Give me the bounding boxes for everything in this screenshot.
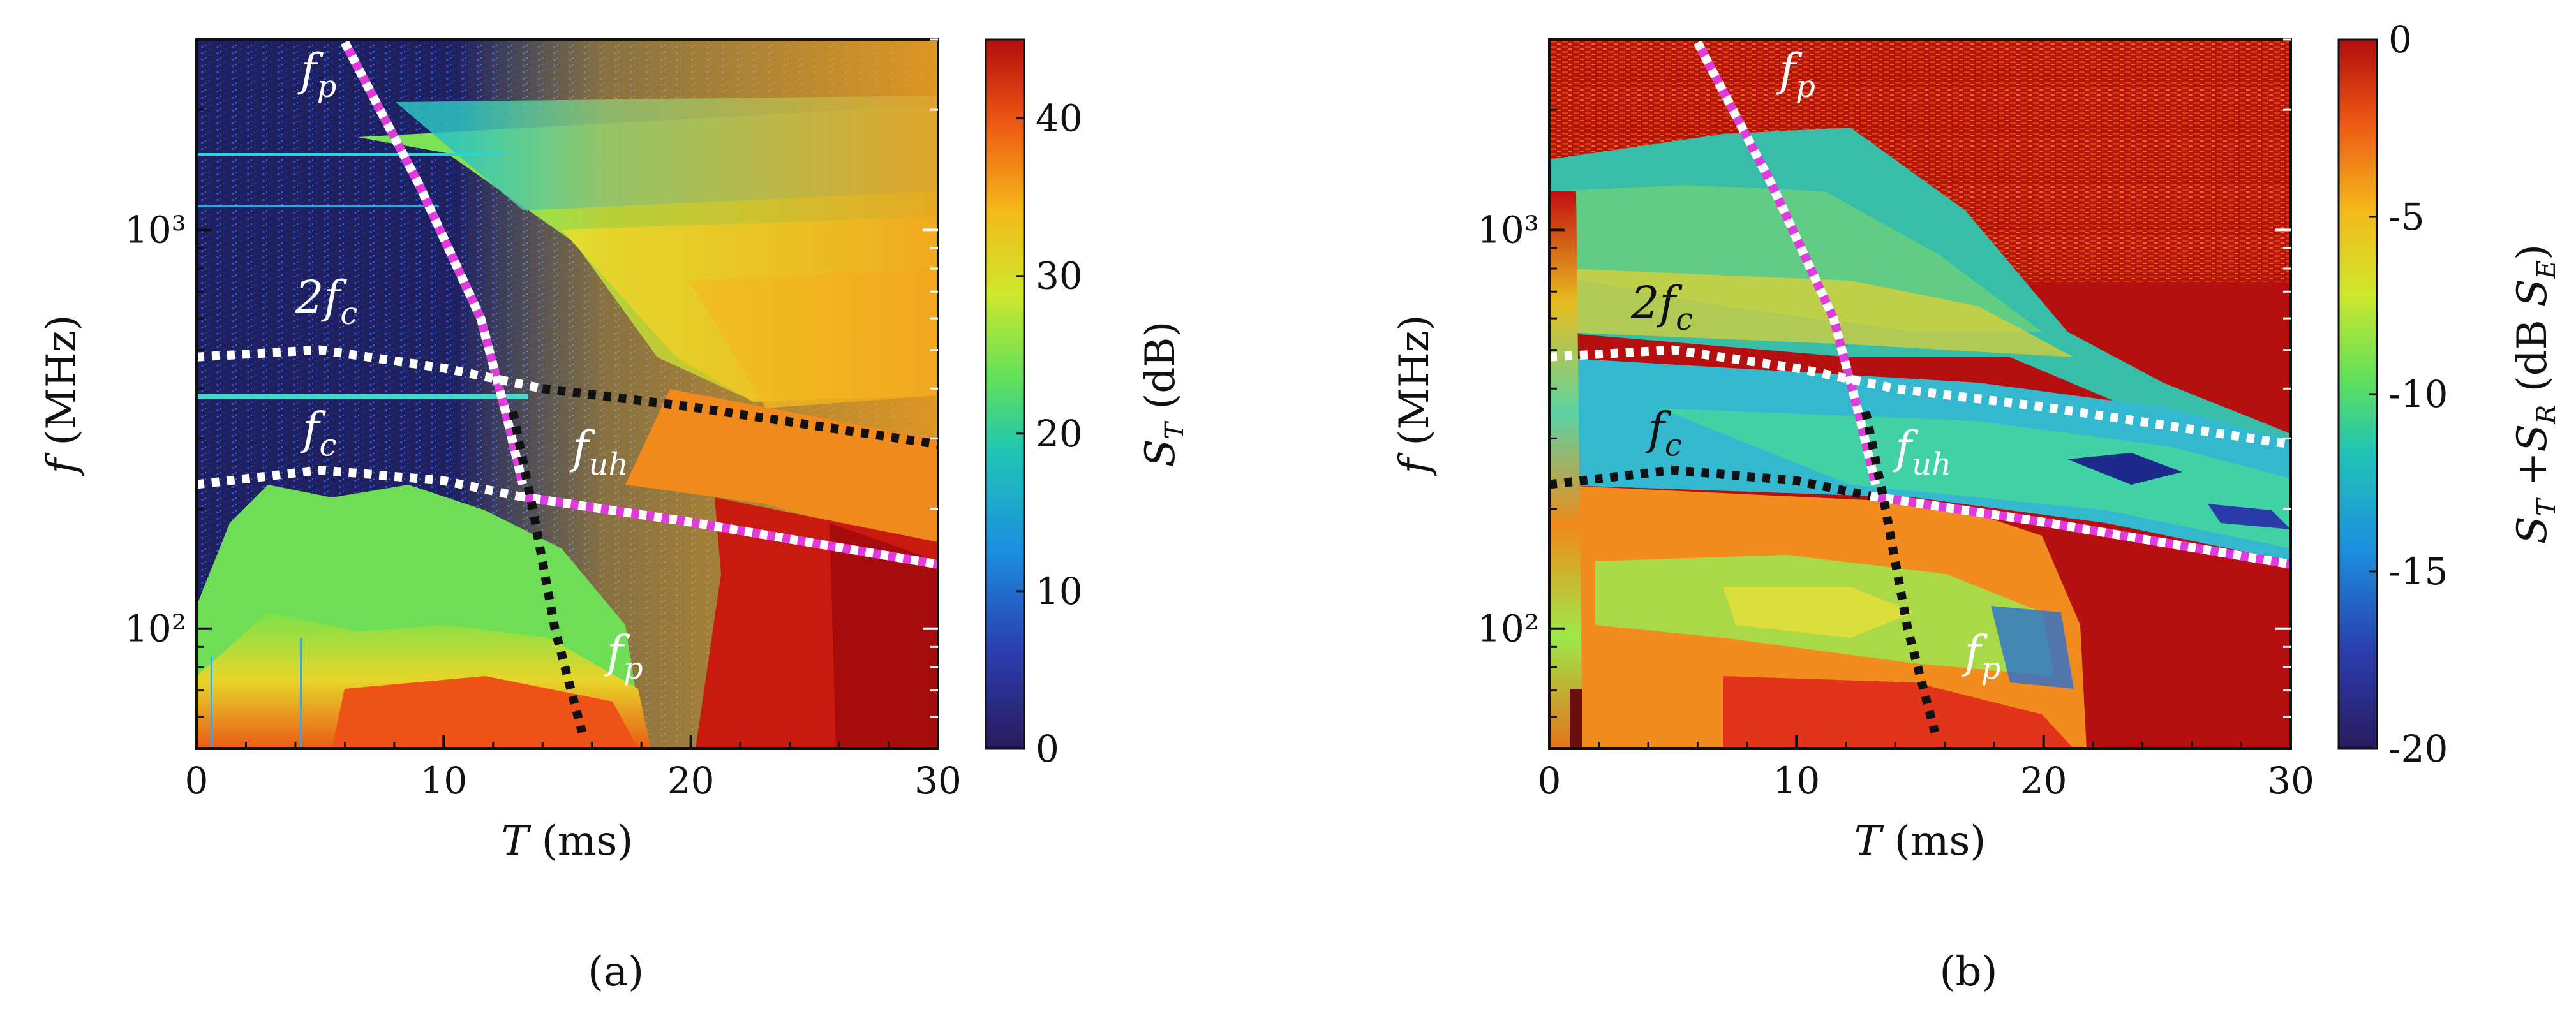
curve-f-p-magenta--white-dots xyxy=(1694,40,1880,486)
x-tick-label: 10 xyxy=(420,759,467,802)
curve-f-c xyxy=(1549,465,1872,501)
y-axis-label-b: f (MHz) xyxy=(1391,314,1438,476)
curve-f-p-magenta--white-dots xyxy=(341,40,528,486)
annotation-2f-c: 2fc xyxy=(1630,277,1693,337)
colorbar-tick-label: 0 xyxy=(2388,18,2412,61)
curve-f-c xyxy=(197,465,519,501)
colorbar-tick-label: -10 xyxy=(2388,372,2448,416)
caption-a: (a) xyxy=(588,948,644,996)
curve-2f-c-continuation xyxy=(542,384,938,449)
colorbar-gradient-a xyxy=(985,38,1025,750)
y-axis-label-a: f (MHz) xyxy=(38,314,86,476)
curve-2f-c xyxy=(197,345,544,394)
colorbar-tick-label: 10 xyxy=(1036,570,1083,613)
heatmap-b xyxy=(1549,40,2291,749)
x-tick-label: 0 xyxy=(1538,759,1561,802)
y-tick-label: 10² xyxy=(1477,607,1539,651)
curve-2f-c xyxy=(1549,345,2291,449)
colorbar-b: -20 -15 -10 -5 0 ST +SR (dB SE) xyxy=(2337,18,2561,770)
x-tick-label: 0 xyxy=(185,759,209,802)
x-tick-label: 10 xyxy=(1773,759,1820,802)
curves-a xyxy=(197,40,938,733)
colorbar-a: 0 10 20 30 40 ST (dB) xyxy=(985,38,1189,770)
x-tick-label: 20 xyxy=(667,759,715,802)
x-axis-label-b: T (ms) xyxy=(1854,818,1986,865)
colorbar-tick-label: -20 xyxy=(2388,727,2448,770)
colorbar-tick-label: 0 xyxy=(1036,727,1059,770)
curve-f-p-black- xyxy=(508,411,586,733)
colorbar-tick-label: -5 xyxy=(2388,195,2425,239)
caption-b: (b) xyxy=(1940,948,1998,996)
curves-b xyxy=(1549,40,2291,733)
curve-f-uh-white-dots xyxy=(517,491,938,569)
x-axis-label-a: T (ms) xyxy=(502,818,634,865)
plot-frame-a xyxy=(195,38,939,750)
x-tick-label: 20 xyxy=(2020,759,2067,802)
colorbar-tick-label: 20 xyxy=(1036,412,1083,455)
plot-frame-b xyxy=(1548,38,2292,750)
x-tick-label: 30 xyxy=(2267,759,2314,802)
y-axis-b: 10² 10³ xyxy=(1477,38,2291,718)
colorbar-label-b: ST +SR (dB SE) xyxy=(2509,244,2561,544)
curve-f-p-black- xyxy=(1861,411,1939,733)
y-tick-label: 10² xyxy=(124,607,186,651)
y-axis-a: 10² 10³ xyxy=(124,38,938,718)
curve-f-uh-white-dots xyxy=(1870,491,2291,569)
annotation-2f-c: 2fc xyxy=(295,271,357,332)
y-tick-label: 10³ xyxy=(1477,208,1539,251)
x-axis-b: 0 10 20 30 xyxy=(1538,735,2314,802)
x-tick-label: 30 xyxy=(914,759,962,802)
annotation-f-c: fc xyxy=(300,403,337,464)
annotation-f-uh: fuh xyxy=(1892,422,1951,482)
x-axis-a: 0 10 20 30 xyxy=(185,735,962,802)
colorbar-tick-label: 30 xyxy=(1036,254,1083,298)
y-tick-label: 10³ xyxy=(124,208,186,251)
colorbar-tick-label: 40 xyxy=(1036,97,1083,140)
colorbar-label-a: ST (dB) xyxy=(1137,321,1189,468)
colorbar-tick-label: -15 xyxy=(2388,550,2448,593)
heatmap-a xyxy=(197,40,938,749)
